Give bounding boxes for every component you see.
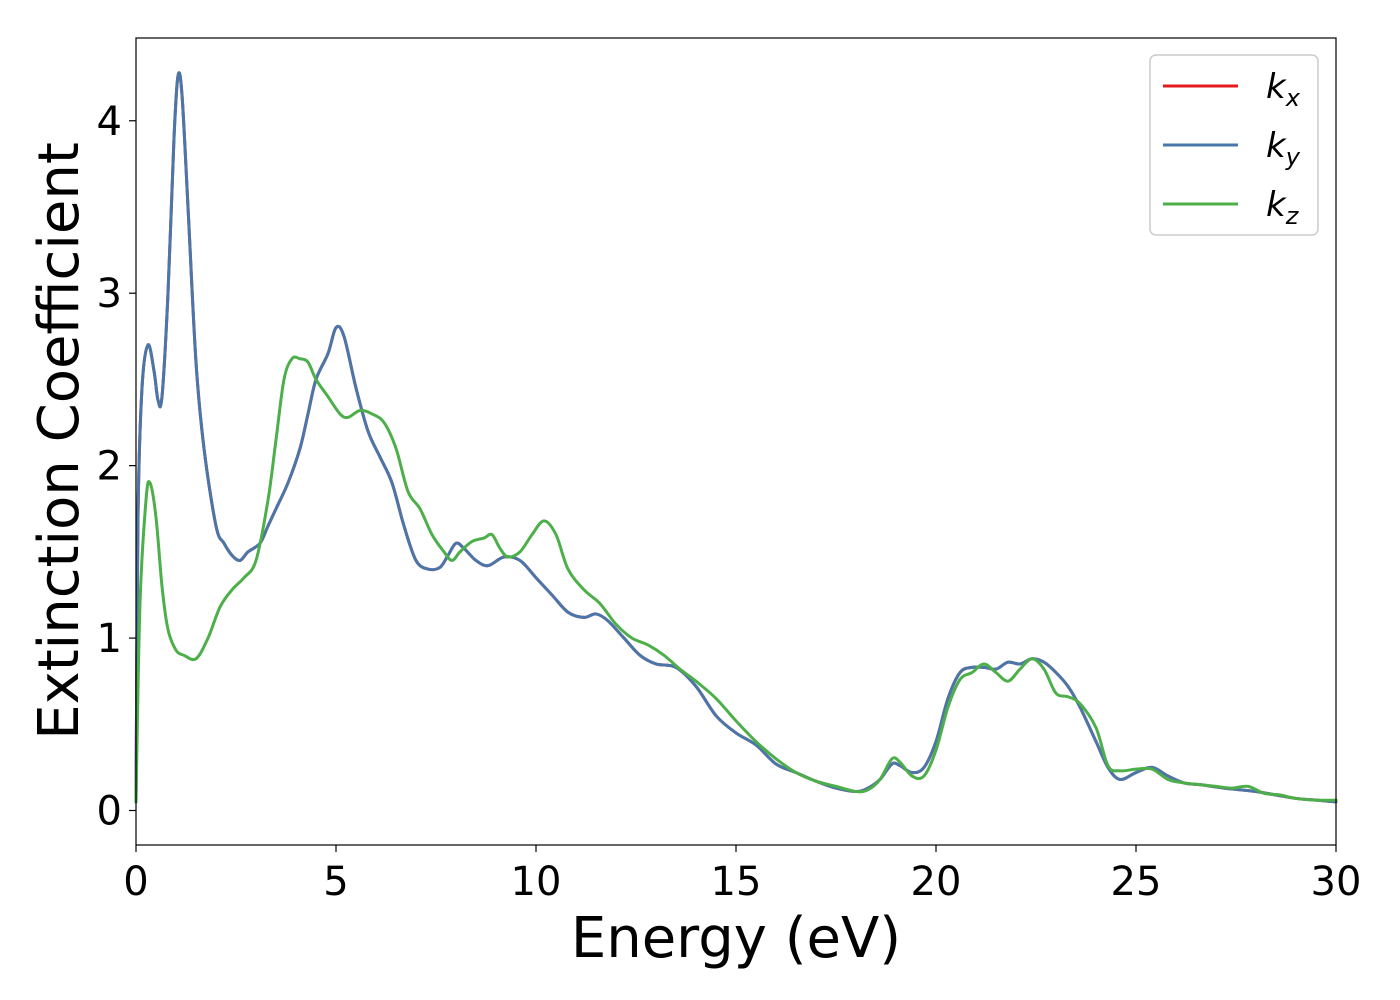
y-axis-label: Extinction Coefficient xyxy=(27,142,92,740)
y-axis: 0 1 2 3 4 xyxy=(97,99,136,835)
x-axis-label: Energy (eV) xyxy=(571,906,901,971)
legend-label-main: k xyxy=(1266,185,1287,225)
legend-label-ky: ky xyxy=(1266,126,1301,171)
y-tick-label: 2 xyxy=(97,444,122,490)
legend-label-kz: kz xyxy=(1266,185,1300,230)
y-tick-label: 0 xyxy=(97,789,122,835)
legend-label-subscript: z xyxy=(1285,202,1300,230)
plot-background xyxy=(136,38,1336,845)
x-tick-label: 25 xyxy=(1111,859,1162,905)
x-tick-label: 0 xyxy=(123,859,148,905)
legend-label-kx: kx xyxy=(1266,67,1301,112)
legend-label-main: k xyxy=(1266,67,1287,107)
x-tick-label: 5 xyxy=(323,859,348,905)
x-tick-label: 20 xyxy=(911,859,962,905)
x-tick-label: 15 xyxy=(711,859,762,905)
series-layer xyxy=(134,71,1338,804)
x-tick-label: 10 xyxy=(511,859,562,905)
y-tick-label: 4 xyxy=(97,99,122,145)
x-axis: 0 5 10 15 20 25 30 xyxy=(123,845,1361,905)
x-tick-label: 30 xyxy=(1311,859,1362,905)
legend-label-subscript: y xyxy=(1285,143,1301,171)
legend-label-subscript: x xyxy=(1285,84,1301,112)
y-tick-label: 1 xyxy=(97,616,122,662)
series-line-kz xyxy=(134,355,1338,804)
series-line-ky xyxy=(134,71,1338,804)
legend-label-main: k xyxy=(1266,126,1287,166)
y-tick-label: 3 xyxy=(97,271,122,317)
